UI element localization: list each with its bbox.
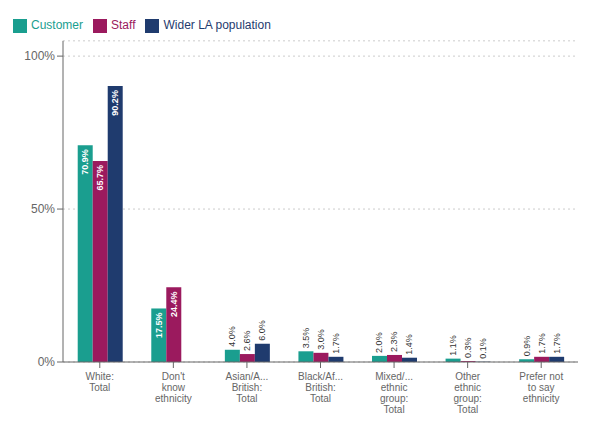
svg-text:100%: 100% (24, 49, 55, 63)
svg-text:90.2%: 90.2% (110, 90, 120, 116)
svg-text:Asian/A...British:Total: Asian/A...British:Total (226, 371, 269, 404)
svg-text:Don'tknowethnicity: Don'tknowethnicity (155, 371, 192, 404)
svg-text:24.4%: 24.4% (169, 291, 179, 317)
svg-text:6.0%: 6.0% (257, 320, 267, 341)
svg-text:17.5%: 17.5% (154, 312, 164, 338)
html-text:Wider LA population: Wider LA population (163, 18, 271, 32)
svg-text:1.7%: 1.7% (331, 333, 341, 354)
svg-text:3.0%: 3.0% (316, 329, 326, 350)
svg-text:1.7%: 1.7% (552, 333, 562, 354)
html-text:Staff: Staff (111, 18, 136, 32)
svg-text:4.0%: 4.0% (227, 326, 237, 347)
svg-text:0.3%: 0.3% (463, 338, 473, 359)
svg-text:0.9%: 0.9% (522, 336, 532, 357)
svg-text:1.7%: 1.7% (537, 333, 547, 354)
svg-text:White:Total: White:Total (86, 371, 114, 393)
svg-text:70.9%: 70.9% (80, 149, 90, 175)
svg-text:0.1%: 0.1% (478, 338, 488, 359)
svg-text:Black/Af...British:Total: Black/Af...British:Total (298, 371, 343, 404)
svg-text:2.6%: 2.6% (242, 331, 252, 352)
svg-text:Otherethnicgroup:Total: Otherethnicgroup:Total (453, 371, 481, 415)
svg-text:0%: 0% (38, 355, 56, 369)
svg-text:Mixed/...ethnicgroup:Total: Mixed/...ethnicgroup:Total (375, 371, 413, 415)
svg-text:65.7%: 65.7% (95, 165, 105, 191)
svg-text:1.4%: 1.4% (405, 334, 415, 355)
svg-text:2.3%: 2.3% (390, 331, 400, 352)
svg-text:Prefer notto sayethnicity: Prefer notto sayethnicity (519, 371, 563, 404)
svg-text:50%: 50% (31, 202, 55, 216)
svg-text:2.0%: 2.0% (375, 332, 385, 353)
svg-text:3.5%: 3.5% (301, 328, 311, 349)
html-text:Customer: Customer (31, 18, 83, 32)
svg-text:1.1%: 1.1% (448, 335, 458, 356)
